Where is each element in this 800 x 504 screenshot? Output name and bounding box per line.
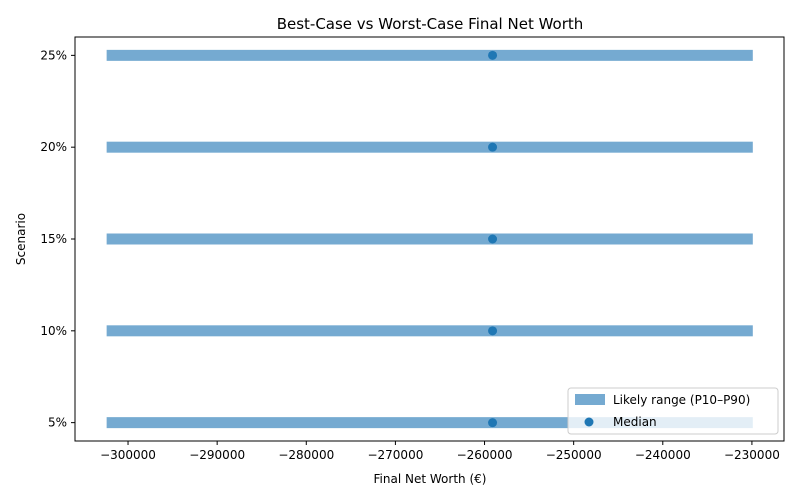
x-tick-label: −300000 xyxy=(100,448,156,462)
range-bar xyxy=(106,325,753,337)
y-tick-label: 5% xyxy=(48,416,67,430)
x-tick-label: −230000 xyxy=(724,448,780,462)
y-axis-label: Scenario xyxy=(14,213,28,265)
x-tick-label: −240000 xyxy=(635,448,691,462)
legend-label-range: Likely range (P10–P90) xyxy=(613,393,750,407)
legend-box xyxy=(567,387,779,435)
y-tick-label: 25% xyxy=(40,48,67,62)
median-point xyxy=(488,418,498,428)
legend-swatch-range xyxy=(575,394,605,405)
x-tick-label: −250000 xyxy=(546,448,602,462)
range-bar xyxy=(106,417,753,429)
x-tick-label: −280000 xyxy=(278,448,334,462)
legend-marker-median xyxy=(584,417,594,427)
legend: Likely range (P10–P90) Median xyxy=(567,387,779,435)
x-axis-label: Final Net Worth (€) xyxy=(374,472,487,486)
range-bar xyxy=(106,233,753,245)
chart-title: Best-Case vs Worst-Case Final Net Worth xyxy=(277,15,584,33)
median-point xyxy=(488,234,498,244)
y-tick-label: 10% xyxy=(40,324,67,338)
median-point xyxy=(488,142,498,152)
x-tick-label: −260000 xyxy=(457,448,513,462)
x-tick-label: −270000 xyxy=(367,448,423,462)
y-tick-label: 20% xyxy=(40,140,67,154)
legend-label-median: Median xyxy=(613,415,657,429)
median-point xyxy=(488,326,498,336)
range-bar xyxy=(106,141,753,153)
y-tick-label: 15% xyxy=(40,232,67,246)
range-bar xyxy=(106,49,753,61)
median-point xyxy=(488,50,498,60)
x-tick-label: −290000 xyxy=(189,448,245,462)
